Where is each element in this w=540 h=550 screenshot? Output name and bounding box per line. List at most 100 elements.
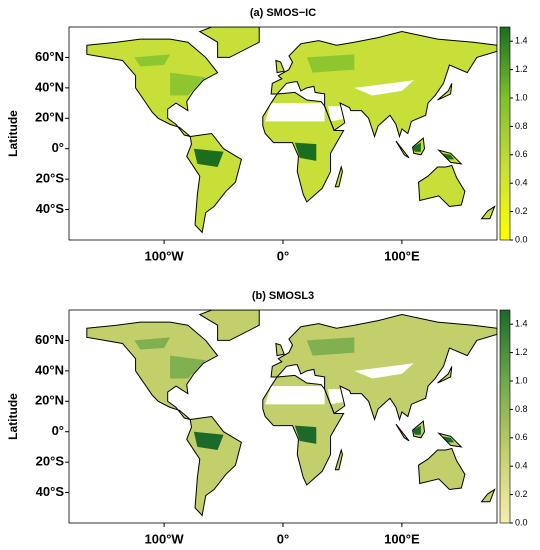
map: [87, 27, 497, 232]
colorbar-tick-label: 0.0: [515, 517, 528, 527]
y-axis-label: Latitude: [6, 110, 20, 157]
map-projection: [87, 310, 497, 515]
y-tick-label: 0°: [52, 140, 64, 155]
colorbar-tick-label: 0.2: [515, 206, 528, 216]
coastline: [419, 165, 465, 206]
y-tick-label: 20°S: [36, 171, 65, 186]
y-tick-label: 60°N: [35, 49, 64, 64]
coastline: [276, 60, 284, 72]
coastline: [263, 375, 344, 485]
land: [199, 310, 260, 341]
coastline: [271, 315, 497, 420]
y-tick-label: 40°S: [36, 484, 65, 499]
vegetation: [170, 355, 206, 379]
coastline: [187, 134, 242, 233]
land: [186, 133, 242, 233]
coastline: [413, 421, 425, 438]
y-tick-label: 0°: [52, 423, 64, 438]
y-tick-label: 40°S: [36, 201, 65, 216]
colorbar: [499, 26, 511, 241]
land: [186, 416, 242, 516]
y-tick-label: 40°N: [35, 79, 64, 94]
coastline: [335, 450, 342, 470]
vegetation: [306, 54, 355, 73]
vegetation: [134, 54, 171, 67]
dense-vegetation: [412, 425, 421, 435]
coastline: [335, 167, 342, 187]
coastline: [271, 32, 497, 137]
colorbar-tick-label: 1.2: [515, 64, 528, 74]
y-tick-label: 40°N: [35, 362, 64, 377]
y-tick-label: 60°N: [35, 332, 64, 347]
no-data: [354, 363, 414, 379]
colorbar-tick-label: 0.8: [515, 404, 528, 414]
coastline: [276, 343, 284, 355]
coastline: [413, 138, 425, 155]
y-tick-label: 20°S: [36, 454, 65, 469]
no-data: [265, 103, 325, 122]
dense-vegetation: [193, 148, 224, 167]
colorbar-tick-label: 1.0: [515, 375, 528, 385]
x-tick-label: 0°: [277, 248, 289, 263]
colorbar-tick-label: 0.4: [515, 178, 528, 188]
land: [481, 206, 495, 219]
panel-title: (a) SMOS−IC: [250, 7, 316, 19]
coastline: [396, 424, 409, 441]
vegetation: [170, 72, 206, 96]
dense-vegetation: [441, 436, 455, 443]
coastline: [439, 433, 462, 447]
no-data: [328, 106, 349, 122]
land: [481, 489, 495, 502]
colorbar-tick-label: 0.4: [515, 461, 528, 471]
colorbar-tick-label: 0.2: [515, 489, 528, 499]
coastline: [439, 150, 462, 164]
panel-title: (b) SMOSL3: [252, 290, 314, 302]
colorbar-tick-label: 1.4: [515, 36, 528, 46]
vegetation: [306, 337, 355, 356]
x-tick-label: 0°: [277, 531, 289, 546]
coastline: [419, 448, 465, 489]
no-data: [354, 80, 414, 96]
coastline: [87, 322, 218, 419]
dense-vegetation: [294, 425, 317, 444]
dense-vegetation: [294, 142, 317, 161]
coastline: [438, 366, 452, 383]
land: [418, 165, 465, 207]
no-data: [265, 386, 325, 405]
coastline: [87, 39, 218, 136]
x-tick-label: 100°E: [384, 248, 420, 263]
colorbar: [499, 309, 511, 524]
no-data: [328, 389, 349, 405]
map-projection: [87, 27, 497, 232]
colorbar-tick-label: 0.6: [515, 149, 528, 159]
colorbar-tick-label: 1.0: [515, 92, 528, 102]
land: [86, 39, 218, 137]
coastline: [482, 490, 495, 502]
y-axis-label: Latitude: [6, 393, 20, 440]
colorbar-tick-label: 1.2: [515, 347, 528, 357]
coastline: [396, 141, 409, 158]
coastline: [200, 27, 259, 57]
x-tick-label: 100°W: [145, 531, 185, 546]
x-tick-label: 100°W: [145, 248, 185, 263]
vegetation: [134, 337, 171, 350]
dense-vegetation: [412, 142, 421, 152]
land: [275, 60, 285, 73]
colorbar-tick-label: 1.4: [515, 319, 528, 329]
land: [275, 343, 285, 356]
y-tick-label: 20°N: [35, 110, 64, 125]
colorbar-tick-label: 0.6: [515, 432, 528, 442]
y-tick-label: 20°N: [35, 393, 64, 408]
dense-vegetation: [193, 431, 224, 450]
map: [87, 310, 497, 515]
colorbar-tick-label: 0.0: [515, 234, 528, 244]
dense-vegetation: [441, 153, 455, 160]
land: [418, 448, 465, 490]
x-tick-label: 100°E: [384, 531, 420, 546]
land: [86, 322, 218, 420]
coastline: [438, 83, 452, 100]
coastline: [263, 92, 344, 202]
coastline: [187, 417, 242, 516]
colorbar-tick-label: 0.8: [515, 121, 528, 131]
